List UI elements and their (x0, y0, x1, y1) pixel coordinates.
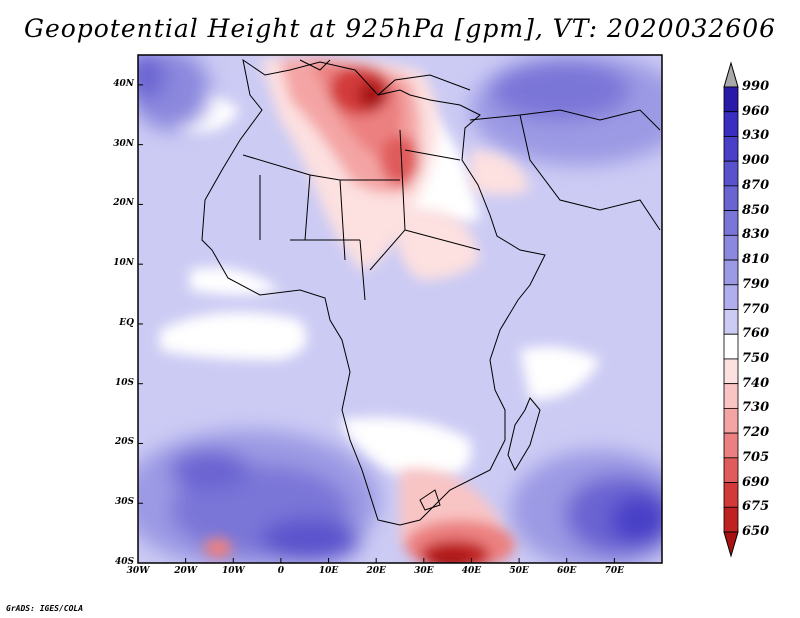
colorbar-segment (723, 259, 739, 286)
y-tick-label: 10N (113, 258, 134, 269)
colorbar-segment (723, 432, 739, 459)
colorbar-segment (723, 160, 739, 187)
colorbar-label: 705 (742, 449, 770, 465)
y-tick-label: 20N (113, 198, 134, 209)
y-tick-label: 10S (114, 377, 134, 388)
colorbar-label: 720 (742, 425, 770, 441)
colorbar-label: 830 (742, 227, 770, 243)
colorbar-label: 770 (742, 301, 770, 317)
colorbar-segment (723, 111, 739, 137)
colorbar-label: 730 (742, 400, 770, 416)
colorbar-label: 900 (742, 153, 770, 169)
x-tick-label: 40E (461, 566, 482, 576)
plot-frame (137, 54, 663, 564)
colorbar-segment (723, 210, 739, 236)
colorbar-label: 750 (742, 350, 770, 366)
x-tick-label: 30W (126, 566, 150, 576)
colorbar-label: 930 (742, 128, 770, 144)
colorbar-bottom-arrow (723, 531, 739, 558)
x-tick-label: 70E (604, 566, 625, 576)
x-tick-label: 10W (221, 566, 245, 576)
colorbar-label: 650 (742, 524, 770, 539)
colorbar-segment (723, 234, 739, 261)
colorbar-top-arrow (723, 61, 739, 88)
colorbar-segment (723, 136, 739, 162)
colorbar-segment (723, 333, 739, 360)
colorbar-segment (723, 506, 739, 533)
colorbar-segment (723, 383, 739, 409)
colorbar-label: 740 (742, 375, 770, 391)
colorbar-segment (723, 284, 739, 310)
x-tick-label: 0 (277, 566, 285, 576)
x-tick-label: 20E (366, 566, 386, 576)
colorbar-label: 675 (742, 499, 770, 515)
colorbar-label: 850 (742, 202, 770, 218)
colorbar-label: 990 (742, 79, 770, 94)
y-tick-label: 30S (114, 497, 134, 508)
colorbar-label: 690 (742, 474, 770, 490)
y-tick-label: EQ (119, 317, 134, 328)
coastlines (201, 58, 661, 526)
y-tick-label: 40N (113, 78, 134, 89)
colorbar-label: 810 (742, 252, 770, 268)
colorbar-segment (723, 407, 739, 434)
y-tick-label: 40S (114, 557, 134, 567)
height-field (138, 55, 662, 563)
y-tick-label: 30N (113, 138, 134, 149)
x-tick-label: 60E (557, 566, 577, 576)
colorbar-segment (723, 86, 739, 113)
colorbar-segment (723, 482, 739, 508)
y-tick-label: 20S (114, 437, 134, 448)
page-title: Geopotential Height at 925hPa [gpm], VT:… (23, 14, 777, 43)
colorbar-label: 790 (742, 276, 770, 292)
colorbar-segment (723, 457, 739, 483)
x-tick-label: 10E (318, 566, 339, 576)
colorbar-segment (723, 358, 739, 385)
colorbar (723, 61, 739, 558)
colorbar-label: 870 (742, 177, 770, 193)
colorbar-segment (723, 185, 739, 212)
x-tick-label: 20W (174, 566, 197, 576)
x-tick-label: 50E (509, 566, 529, 576)
footer-credit: GrADS: IGES/COLA (6, 604, 84, 613)
colorbar-label: 760 (742, 326, 770, 342)
x-tick-label: 30E (414, 566, 434, 576)
colorbar-label: 960 (742, 103, 770, 119)
colorbar-segment (723, 309, 739, 335)
